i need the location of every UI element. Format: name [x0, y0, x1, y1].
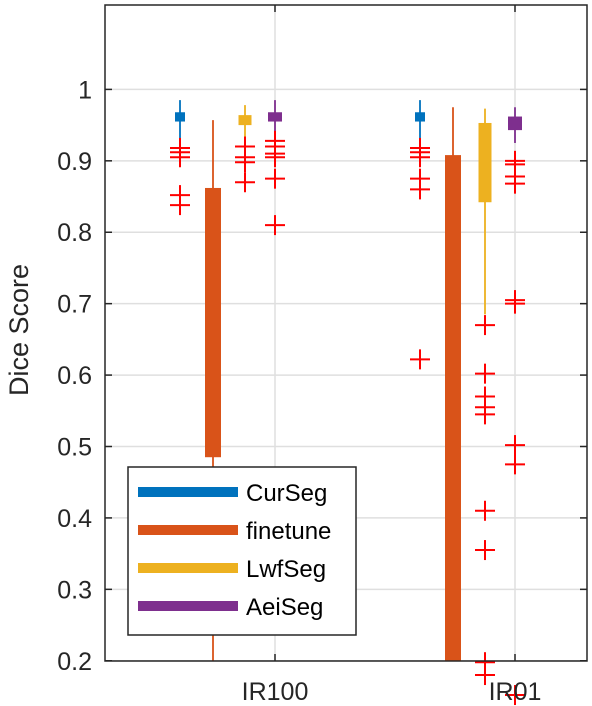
y-tick-label: 0.6 [57, 362, 92, 390]
aeiseg-outlier [505, 685, 525, 706]
y-tick-label: 0.8 [57, 219, 92, 247]
lwfseg-outlier [475, 315, 495, 336]
x-axis-ticks: IR100 IR01 [242, 5, 542, 706]
legend-label-aeiseg: AeiSeg [246, 594, 323, 621]
aeiseg-outlier [505, 293, 525, 314]
aeiseg-box [268, 112, 282, 122]
finetune-box [205, 187, 221, 458]
aeiseg-outlier [505, 173, 525, 194]
lwfseg-outlier [235, 152, 255, 173]
curseg-box [175, 112, 185, 122]
y-axis-ticks: 0.2 0.3 0.4 0.5 0.6 0.7 0.8 0.9 1 [57, 76, 587, 676]
curseg-outlier [410, 179, 430, 200]
finetune-box [445, 155, 461, 662]
box-plot-elements [170, 100, 525, 706]
lwfseg-outlier [475, 665, 495, 686]
lwfseg-outlier [475, 500, 495, 521]
aeiseg-outlier [265, 215, 285, 236]
lwfseg-outlier [475, 404, 495, 425]
curseg-outlier [170, 147, 190, 168]
legend-label-lwfseg: LwfSeg [246, 556, 326, 583]
aeiseg-box [508, 116, 522, 131]
aeiseg-outlier [505, 435, 525, 456]
curseg-outlier [170, 195, 190, 216]
legend-label-finetune: finetune [246, 518, 331, 545]
y-axis-label: Dice Score [4, 264, 34, 396]
x-tick-label: IR01 [489, 678, 542, 706]
curseg-box [415, 112, 425, 122]
y-tick-label: 0.2 [57, 648, 92, 676]
x-tick-label: IR100 [242, 678, 309, 706]
lwfseg-outlier [475, 540, 495, 561]
y-tick-label: 0.5 [57, 434, 92, 462]
lwfseg-box [478, 122, 492, 203]
aeiseg-outlier [265, 147, 285, 168]
lwfseg-box [238, 115, 252, 126]
lwfseg-outlier [235, 172, 255, 193]
y-tick-label: 0.3 [57, 576, 92, 604]
lwfseg-outlier [475, 363, 495, 384]
aeiseg-outlier [265, 168, 285, 189]
y-tick-label: 0.4 [57, 505, 92, 533]
curseg-outlier [410, 349, 430, 370]
y-tick-label: 0.7 [57, 291, 92, 319]
curseg-outlier [410, 147, 430, 168]
aeiseg-outlier [505, 454, 525, 475]
axes-frame [104, 4, 588, 662]
y-tick-label: 0.9 [57, 148, 92, 176]
legend-label-curseg: CurSeg [246, 480, 327, 507]
legend: CurSeg finetune LwfSeg AeiSeg [127, 466, 357, 636]
y-tick-label: 1 [78, 76, 92, 104]
